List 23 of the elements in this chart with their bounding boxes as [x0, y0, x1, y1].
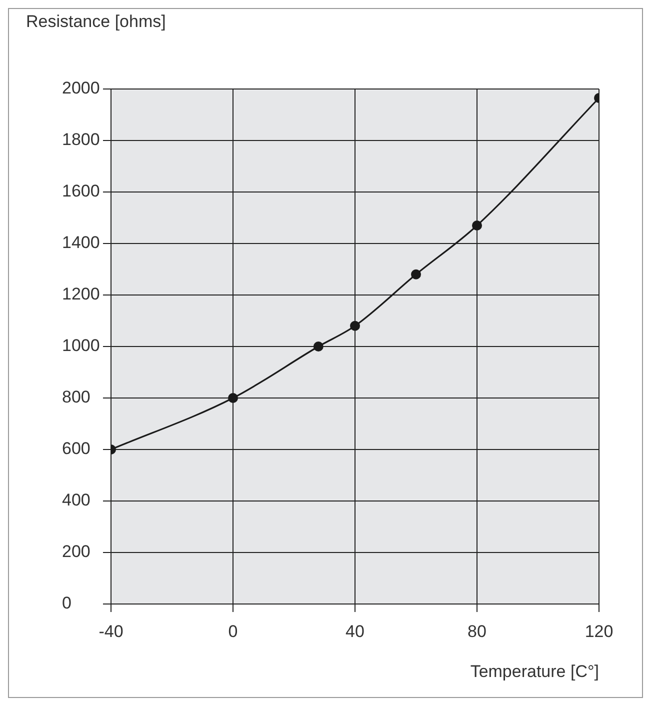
- y-tick-label: 600: [62, 439, 90, 458]
- y-tick-label: 400: [62, 490, 90, 510]
- point: [411, 269, 421, 280]
- y-axis-title: Resistance [ohms]: [26, 12, 166, 32]
- x-tick-label: -40: [98, 622, 124, 641]
- y-tick-label: 1000: [62, 336, 100, 356]
- y-tick-label: 2000: [62, 78, 100, 98]
- y-tick-label: 200: [62, 542, 90, 562]
- x-axis-title: Temperature [C°]: [470, 662, 599, 682]
- y-tick-label: 0: [62, 594, 72, 613]
- point: [313, 342, 324, 352]
- x-tick-label: 80: [468, 622, 486, 641]
- y-tick-label: 1800: [62, 130, 100, 150]
- y-tick-label: 1600: [62, 182, 100, 201]
- point: [350, 320, 360, 331]
- x-tick-label: 120: [584, 622, 614, 641]
- y-tick-label: 800: [62, 388, 90, 407]
- x-tick-label: 0: [228, 622, 238, 641]
- point: [472, 220, 482, 230]
- x-tick-label: 40: [346, 622, 364, 641]
- y-tick-label: 1400: [62, 233, 100, 252]
- point: [228, 393, 238, 403]
- y-tick-label: 1200: [62, 284, 100, 304]
